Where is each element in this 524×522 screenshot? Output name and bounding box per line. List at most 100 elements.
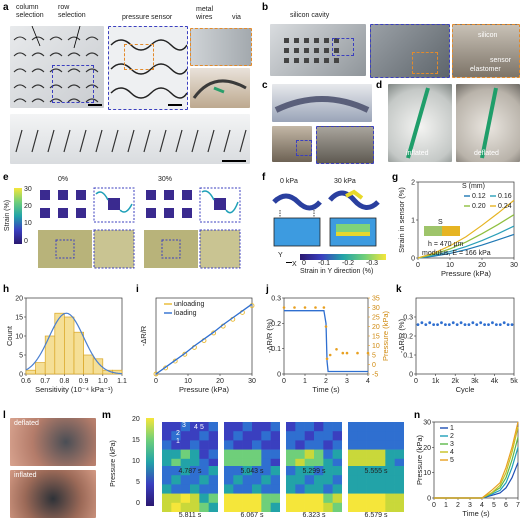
via-photo (190, 68, 250, 108)
heatmap-cell (224, 502, 234, 512)
heatmap-cell (348, 475, 358, 485)
heatmap-cell (295, 466, 305, 476)
heatmap-cell (270, 431, 280, 441)
x-tick-label: 0 (432, 502, 436, 509)
strain-colorbar-e (14, 188, 22, 244)
x-tick-label: 30 (510, 262, 518, 269)
x-tick-label: 10 (446, 262, 454, 269)
heatmap-cell (261, 466, 271, 476)
series-line-4 (434, 426, 519, 499)
heatmap-cell (357, 466, 367, 476)
heatmap-cell (252, 502, 262, 512)
heatmap-cell (233, 449, 243, 460)
heatmap-cell (286, 475, 296, 485)
heatmap-cell (208, 466, 218, 476)
heatmap-cell (242, 502, 253, 512)
x-tick-label: 6 (504, 502, 508, 509)
cavity-zoom-photo (370, 24, 450, 78)
data-point (459, 321, 463, 325)
heatmap-cell (261, 458, 271, 468)
heatmap-cell (180, 484, 191, 494)
heatmap-cell (180, 466, 191, 476)
cbar-tick: 20 (132, 416, 140, 423)
y-tick-label: 0.3 (271, 296, 281, 303)
panel-label-l: l (3, 410, 6, 421)
label-silicon: silicon (478, 32, 498, 39)
heatmap-cell (357, 440, 367, 450)
frame-time: 5.555 s (364, 468, 388, 475)
heatmap-cell (270, 466, 280, 476)
heatmap-cell (242, 484, 253, 494)
label-inflated: inflated (406, 150, 429, 157)
heatmap-cell (286, 484, 296, 494)
data-point (471, 321, 475, 325)
plot-frame (155, 297, 253, 375)
legend-title: S (mm) (462, 183, 485, 190)
y-tick-label: 10 (423, 470, 431, 477)
y-tick-label: 30 (423, 420, 431, 427)
balloon-inflated-photo (388, 84, 452, 162)
heatmap-frame (162, 466, 218, 512)
heatmap-cell (357, 449, 367, 460)
strain-colorbar-f (300, 254, 386, 260)
panel-label-d: d (376, 80, 383, 91)
heatmap-cell (286, 458, 296, 468)
data-point (444, 323, 447, 326)
legend-entry: 2 (450, 433, 454, 440)
panel-label-f: f (262, 172, 266, 183)
region-label: 2 (176, 430, 180, 437)
heatmap-cell (261, 431, 271, 441)
heatmap-cell (357, 493, 367, 504)
heatmap-cell (208, 484, 218, 494)
heatmap-cell (199, 422, 209, 432)
chart-k: 0 0.1 0.2 0.3 Cycle -ΔR/R (%) 0 1k 2k 3k 4k 5k (397, 297, 518, 394)
heatmap-cell (332, 502, 342, 512)
heatmap-cell (233, 422, 243, 432)
x-tick-label: 0 (282, 378, 286, 385)
flexible-array-photo (272, 84, 372, 122)
heatmap-cell (295, 484, 305, 494)
metal-wire-photo (190, 28, 252, 66)
y-axis-label: Strain in sensor (%) (397, 187, 406, 253)
heatmap-cell (323, 484, 333, 494)
label-sensor: sensor (490, 57, 512, 64)
data-point-unloading (153, 371, 159, 377)
y-tick-label: 20 (15, 296, 23, 303)
label-row-selection: row selection (58, 4, 86, 19)
cbar-tick: 15 (132, 437, 140, 444)
heatmap-cell (314, 466, 324, 476)
x-tick-label: 3 (468, 502, 472, 509)
heatmap-cell (171, 440, 181, 450)
heatmap-frame (224, 422, 280, 468)
heatmap-cell (270, 458, 280, 468)
heatmap-cell (199, 484, 209, 494)
heatmap-cell (190, 449, 200, 460)
heatmap-cell (385, 502, 395, 512)
heatmap-cell (332, 431, 342, 441)
x-axis-label: Cycle (456, 385, 475, 394)
heatmap-cell (208, 458, 218, 468)
heatmap-cell (366, 440, 377, 450)
heatmap-cell (366, 422, 377, 432)
heatmap-cell (270, 475, 280, 485)
heatmap-cell (242, 422, 253, 432)
heatmap-cell (394, 466, 404, 476)
y-tick-label: 20 (423, 445, 431, 452)
heatmap-cell (224, 484, 234, 494)
balloon-deflated-photo (456, 84, 520, 162)
heatmap-cell (171, 458, 181, 468)
heatmap-cell (190, 493, 200, 504)
y-tick-label: 0.1 (271, 346, 281, 353)
scale-bar (222, 160, 246, 162)
strain-sim-e (38, 187, 241, 269)
heatmap-cell (270, 449, 280, 460)
heatmap-cell (208, 449, 218, 460)
panel-label-i: i (136, 284, 139, 295)
heatmap-cell (366, 493, 377, 504)
heatmap-cell (199, 458, 209, 468)
heatmap-cell (162, 422, 172, 432)
data-point (416, 323, 420, 326)
heatmap-cell (376, 440, 386, 450)
heatmap-cell (224, 422, 234, 432)
x-tick-label: 20 (216, 378, 224, 385)
